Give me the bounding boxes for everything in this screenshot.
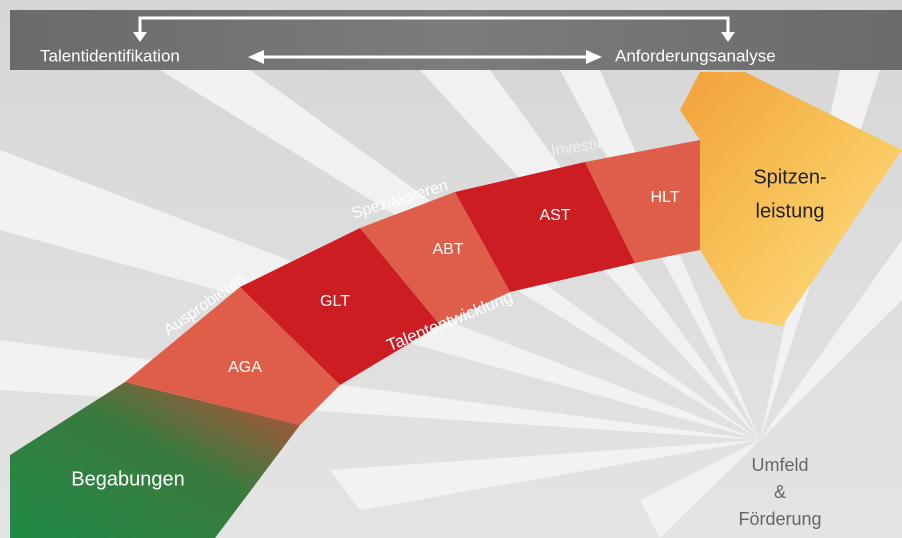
arrowhead [248,50,264,64]
environment-label: & [774,482,786,502]
header-right: Anforderungsanalyse [615,46,776,65]
stage-label: AGA [228,359,262,376]
header-arrows [138,16,730,59]
ray [640,440,760,538]
arrowheads [133,32,735,64]
stage-label: AST [539,207,570,224]
stage-label: HLT [650,189,679,206]
stage-segment [240,228,440,385]
goal-label: leistung [756,200,825,222]
stage-segment [360,192,510,325]
environment-label: Umfeld [751,455,808,475]
arrowhead [586,50,602,64]
stage-label: ABT [432,241,463,258]
arrow-head [680,72,902,326]
ray [330,440,760,510]
stage-segment [125,287,340,425]
stage-segment [455,162,635,292]
header-band [10,10,902,70]
environment-label: Förderung [738,509,821,529]
arrowhead [721,32,735,42]
start-segment [10,382,300,538]
ray [760,240,902,440]
bracket-arrow [138,16,730,34]
header-left: Talentidentifikation [40,46,180,65]
stage-label: GLT [320,293,350,310]
goal-label: Spitzen- [753,166,826,188]
stage-segment [585,140,700,263]
start-label: Begabungen [71,468,184,490]
arrowhead [133,32,147,42]
